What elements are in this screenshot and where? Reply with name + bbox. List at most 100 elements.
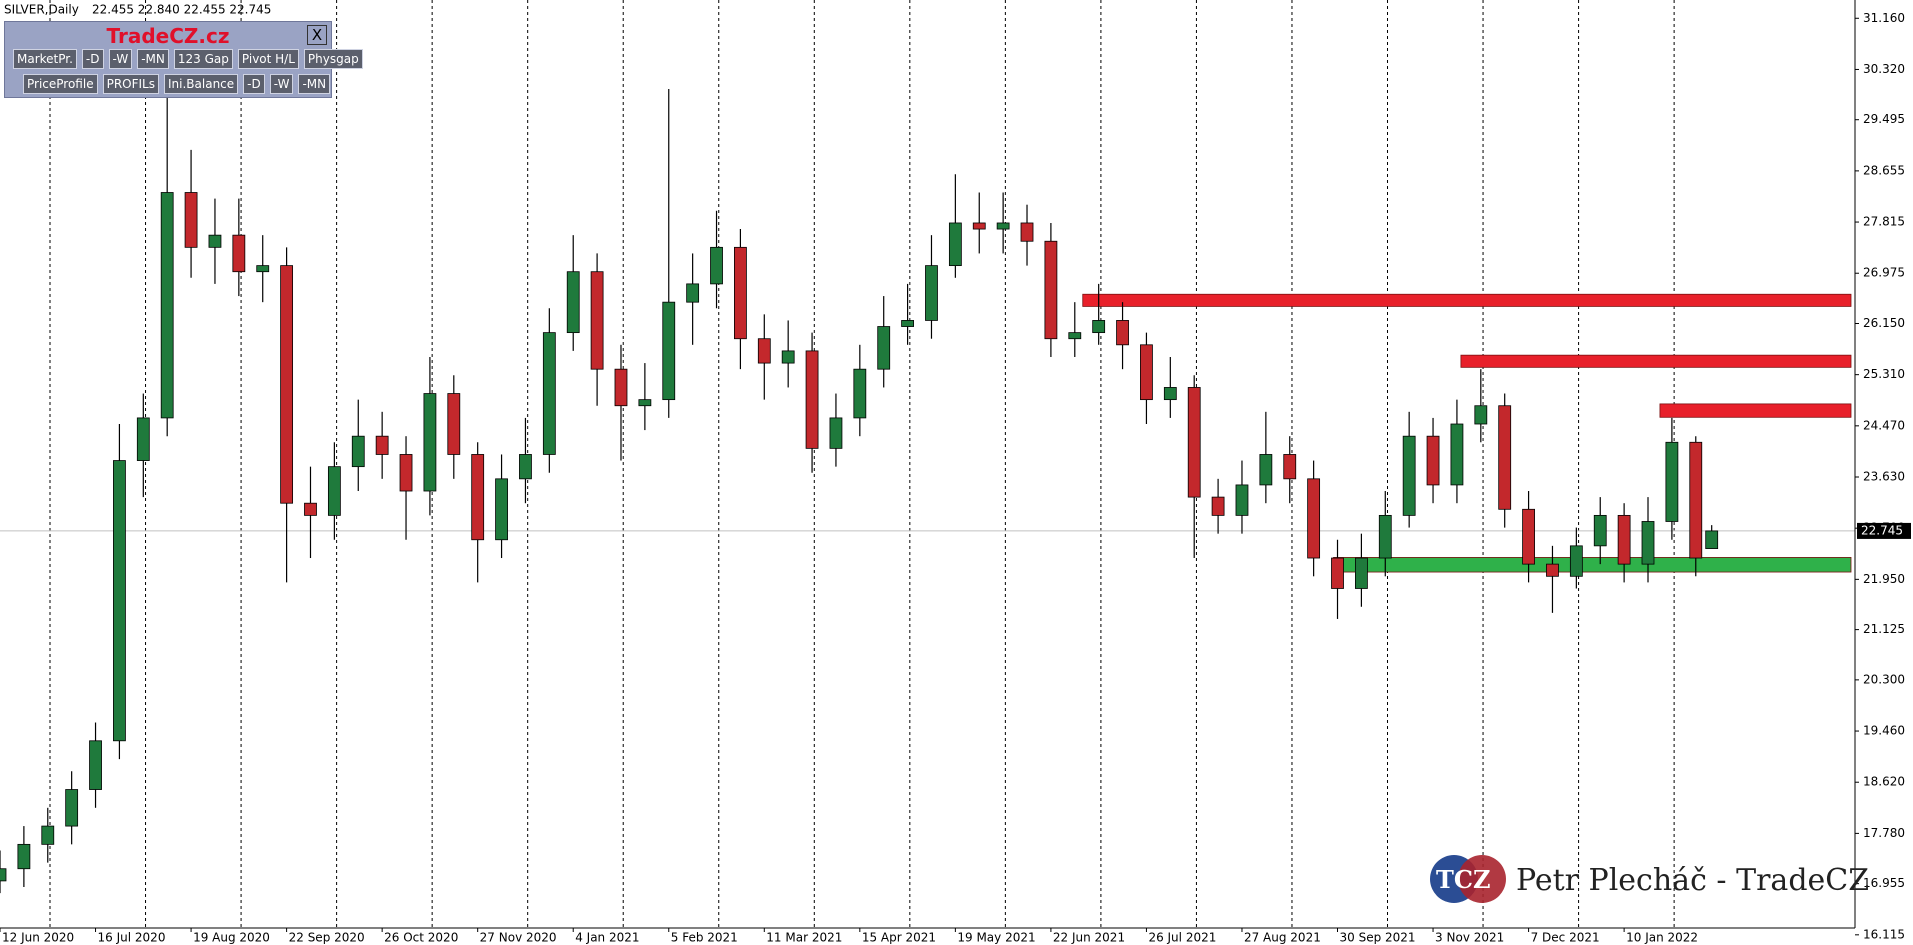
candle-body — [1187, 387, 1201, 498]
candle-body — [1593, 514, 1607, 547]
y-tick-label: 26.150 — [1863, 316, 1905, 330]
x-tick-label: 26 Jul 2021 — [1148, 931, 1216, 945]
candle-body — [160, 192, 174, 419]
candle-body — [1498, 405, 1512, 510]
candle-body — [734, 246, 747, 340]
candle-body — [399, 454, 413, 492]
x-tick-label: 3 Nov 2021 — [1435, 931, 1504, 945]
price-zone — [1460, 354, 1852, 368]
candle-body — [519, 454, 532, 480]
panel-button[interactable]: -MN — [298, 74, 331, 94]
candle-body — [1378, 514, 1392, 559]
candle-body — [710, 246, 723, 285]
candle-body — [1665, 441, 1679, 522]
candle-body — [853, 368, 867, 419]
panel-button[interactable]: -D — [243, 74, 265, 94]
x-tick-label: 12 Jun 2020 — [2, 931, 74, 945]
candle-body — [948, 222, 962, 267]
panel-button[interactable]: PriceProfile — [23, 74, 98, 94]
candle-body — [1259, 454, 1273, 486]
x-tick-label: 27 Aug 2021 — [1244, 931, 1321, 945]
candle-body — [1331, 557, 1344, 589]
candle-body — [1163, 387, 1177, 401]
panel-button[interactable]: -W — [108, 49, 133, 69]
x-tick-label: 10 Jan 2022 — [1626, 931, 1698, 945]
candle-body — [638, 399, 652, 407]
panel-button[interactable]: -W — [269, 74, 294, 94]
candle-body — [590, 271, 604, 370]
y-tick-label: 21.950 — [1863, 572, 1905, 586]
y-tick-label: 18.620 — [1863, 775, 1905, 789]
y-tick-label: 25.310 — [1863, 367, 1905, 381]
x-tick-label: 15 Apr 2021 — [862, 931, 936, 945]
candle-body — [351, 435, 365, 468]
candle-body — [304, 502, 317, 516]
candle-body — [232, 234, 246, 273]
panel-button[interactable]: -MN — [137, 49, 169, 69]
price-zone — [1082, 293, 1852, 307]
y-tick-label: 29.495 — [1863, 112, 1905, 126]
price-zone — [1659, 403, 1852, 418]
button-row: MarketPr. -D -W -MN 123 Gap Pivot H/L Physgap — [13, 49, 363, 69]
candle-body — [662, 301, 676, 401]
logo: TCZ — [1430, 855, 1508, 905]
x-tick-label: 30 Sep 2021 — [1340, 931, 1416, 945]
panel-button[interactable]: Ini.Balance — [164, 74, 239, 94]
candle-body — [65, 789, 79, 827]
candle-body — [614, 368, 628, 407]
candle-body — [1402, 435, 1416, 516]
candle-body — [1235, 484, 1249, 516]
toolbar-panel: TradeCZ.cz X MarketPr. -D -W -MN 123 Gap Pivo… — [4, 21, 363, 98]
candle-body — [208, 234, 222, 248]
price-tag-label: 22.745 — [1861, 523, 1903, 537]
panel-button[interactable]: Physgap — [303, 49, 363, 69]
symbol: SILVER,Daily — [4, 3, 79, 17]
panel-button[interactable]: MarketPr. — [13, 49, 77, 69]
y-tick-label: 19.460 — [1863, 724, 1905, 738]
candle-body — [1450, 423, 1464, 486]
logo-text: TCZ — [1436, 865, 1491, 894]
candle-body — [1641, 521, 1655, 565]
candle-body — [877, 326, 891, 370]
price-zone — [1333, 557, 1852, 573]
candle-body — [1140, 344, 1153, 401]
y-tick-label: 16.115 — [1863, 927, 1905, 941]
ohlc: 22.455 22.840 22.455 22.745 — [92, 3, 271, 17]
candle-body — [1546, 563, 1559, 577]
x-tick-label: 19 Aug 2020 — [193, 931, 270, 945]
candle-body — [1020, 222, 1034, 242]
candle-body — [1211, 496, 1225, 516]
candle-body — [1092, 320, 1106, 334]
panel-button[interactable]: -D — [81, 49, 104, 69]
close-button[interactable]: X — [307, 25, 327, 45]
watermark: TCZ Petr Plecháč - TradeCZ — [1430, 855, 1869, 905]
candle-body — [1044, 240, 1058, 340]
candle-body — [781, 350, 795, 364]
candle-body — [1617, 514, 1631, 565]
x-tick-label: 4 Jan 2021 — [575, 931, 639, 945]
candle-body — [113, 460, 126, 742]
y-tick-label: 27.815 — [1863, 215, 1905, 229]
candle-body — [1689, 441, 1703, 559]
y-tick-label: 21.125 — [1863, 622, 1905, 636]
x-tick-label: 26 Oct 2020 — [384, 931, 458, 945]
y-tick-label: 26.975 — [1863, 266, 1905, 280]
y-tick-label: 20.300 — [1863, 672, 1905, 686]
candle-body — [17, 843, 31, 870]
y-tick-label: 31.160 — [1863, 11, 1905, 25]
candle-body — [1068, 332, 1082, 340]
candle-body — [89, 740, 102, 790]
panel-button[interactable]: Pivot H/L — [237, 49, 299, 69]
candle-body — [1569, 545, 1583, 577]
candle-body — [805, 350, 819, 449]
candle-body — [925, 265, 938, 321]
candle-body — [327, 466, 341, 516]
x-tick-label: 22 Jun 2021 — [1053, 931, 1125, 945]
y-tick-label: 17.780 — [1863, 826, 1905, 840]
panel-button[interactable]: 123 Gap — [173, 49, 233, 69]
candle-body — [1283, 454, 1297, 480]
x-tick-label: 27 Nov 2020 — [480, 931, 557, 945]
panel-button[interactable]: PROFILs — [102, 74, 159, 94]
candle-body — [686, 283, 700, 303]
candle-body — [1705, 530, 1719, 549]
